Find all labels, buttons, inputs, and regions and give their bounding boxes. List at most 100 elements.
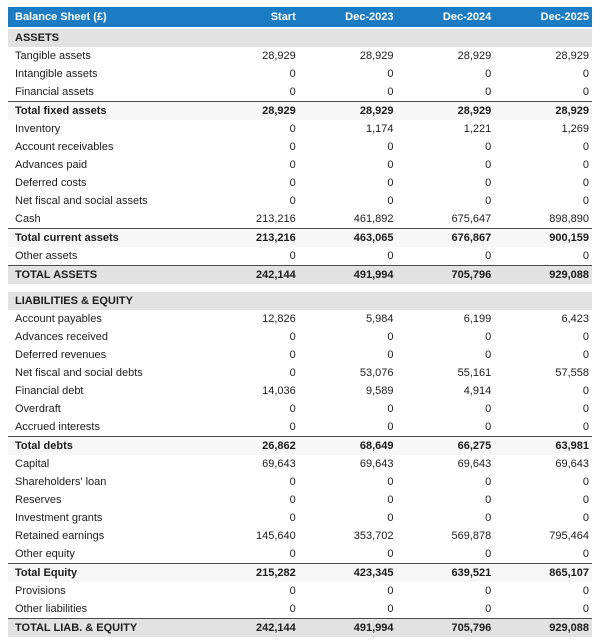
cell-value: 0 bbox=[494, 174, 592, 192]
table-row: Other assets 0 0 0 0 bbox=[8, 247, 592, 266]
row-label: Financial assets bbox=[8, 83, 201, 102]
row-label: Other assets bbox=[8, 247, 201, 266]
row-label: Advances paid bbox=[8, 156, 201, 174]
table-row: Overdraft 0 0 0 0 bbox=[8, 400, 592, 418]
cell-value: 0 bbox=[396, 600, 495, 619]
cell-value: 0 bbox=[396, 509, 495, 527]
cell-value: 57,558 bbox=[494, 364, 592, 382]
row-label: Advances received bbox=[8, 328, 201, 346]
cell-value: 900,159 bbox=[494, 228, 592, 247]
cell-value: 69,643 bbox=[494, 455, 592, 473]
cell-value: 0 bbox=[396, 138, 495, 156]
cell-value: 0 bbox=[201, 120, 299, 138]
cell-value: 28,929 bbox=[298, 47, 397, 65]
row-label: Retained earnings bbox=[8, 527, 201, 545]
row-label: Deferred revenues bbox=[8, 346, 201, 364]
cell-value: 0 bbox=[494, 192, 592, 210]
cell-value: 4,914 bbox=[396, 382, 495, 400]
balance-sheet: Balance Sheet (£) Start Dec-2023 Dec-2024 De… bbox=[8, 7, 592, 637]
section-row: LIABILITIES & EQUITY bbox=[8, 292, 592, 310]
cell-value: 491,994 bbox=[298, 618, 397, 637]
cell-value: 0 bbox=[298, 545, 397, 564]
row-label: Other equity bbox=[8, 545, 201, 564]
cell-value: 0 bbox=[201, 192, 299, 210]
cell-value: 0 bbox=[494, 382, 592, 400]
table-header: Balance Sheet (£) Start Dec-2023 Dec-2024 De… bbox=[8, 7, 592, 29]
row-label: Cash bbox=[8, 210, 201, 229]
cell-value: 1,269 bbox=[494, 120, 592, 138]
cell-value bbox=[201, 28, 299, 47]
subtotal-row: Total fixed assets 28,929 28,929 28,929 28,9… bbox=[8, 101, 592, 120]
row-label: Total debts bbox=[8, 436, 201, 455]
subtotal-row: Total debts 26,862 68,649 66,275 63,981 bbox=[8, 436, 592, 455]
cell-value: 6,199 bbox=[396, 310, 495, 328]
cell-value: 0 bbox=[494, 346, 592, 364]
cell-value: 53,076 bbox=[298, 364, 397, 382]
cell-value: 14,036 bbox=[201, 382, 299, 400]
row-label: TOTAL ASSETS bbox=[8, 265, 201, 284]
cell-value: 898,890 bbox=[494, 210, 592, 229]
cell-value: 929,088 bbox=[494, 618, 592, 637]
cell-value: 0 bbox=[298, 83, 397, 102]
cell-value: 68,649 bbox=[298, 436, 397, 455]
column-header: Dec-2025 bbox=[494, 7, 592, 29]
cell-value: 0 bbox=[201, 346, 299, 364]
cell-value: 28,929 bbox=[494, 47, 592, 65]
table-row: Net fiscal and social assets 0 0 0 0 bbox=[8, 192, 592, 210]
gap-cell bbox=[8, 284, 592, 292]
cell-value: 0 bbox=[396, 328, 495, 346]
cell-value: 0 bbox=[396, 545, 495, 564]
table-row: Cash 213,216 461,892 675,647 898,890 bbox=[8, 210, 592, 229]
cell-value: 569,878 bbox=[396, 527, 495, 545]
cell-value: 0 bbox=[201, 156, 299, 174]
cell-value: 353,702 bbox=[298, 527, 397, 545]
table-row: Advances received 0 0 0 0 bbox=[8, 328, 592, 346]
cell-value: 491,994 bbox=[298, 265, 397, 284]
cell-value: 0 bbox=[201, 418, 299, 437]
cell-value: 676,867 bbox=[396, 228, 495, 247]
cell-value: 0 bbox=[298, 418, 397, 437]
cell-value: 0 bbox=[396, 156, 495, 174]
cell-value: 66,275 bbox=[396, 436, 495, 455]
cell-value: 28,929 bbox=[396, 47, 495, 65]
cell-value: 63,981 bbox=[494, 436, 592, 455]
cell-value: 0 bbox=[396, 346, 495, 364]
cell-value: 0 bbox=[494, 582, 592, 600]
cell-value: 9,589 bbox=[298, 382, 397, 400]
cell-value: 28,929 bbox=[201, 47, 299, 65]
cell-value: 0 bbox=[396, 83, 495, 102]
cell-value: 0 bbox=[201, 491, 299, 509]
row-label: Net fiscal and social assets bbox=[8, 192, 201, 210]
cell-value: 0 bbox=[201, 545, 299, 564]
grand-total-row: TOTAL ASSETS 242,144 491,994 705,796 929,088 bbox=[8, 265, 592, 284]
cell-value: 0 bbox=[494, 473, 592, 491]
cell-value: 0 bbox=[396, 400, 495, 418]
table-row: Account payables 12,826 5,984 6,199 6,423 bbox=[8, 310, 592, 328]
cell-value: 0 bbox=[396, 174, 495, 192]
cell-value: 0 bbox=[298, 400, 397, 418]
cell-value: 0 bbox=[298, 491, 397, 509]
cell-value: 0 bbox=[494, 491, 592, 509]
subtotal-row: Total current assets 213,216 463,065 676,86… bbox=[8, 228, 592, 247]
row-label: LIABILITIES & EQUITY bbox=[8, 292, 201, 310]
balance-sheet-table: Balance Sheet (£) Start Dec-2023 Dec-2024 De… bbox=[8, 7, 592, 637]
table-title: Balance Sheet (£) bbox=[8, 7, 201, 29]
cell-value: 28,929 bbox=[298, 101, 397, 120]
table-row: Deferred costs 0 0 0 0 bbox=[8, 174, 592, 192]
cell-value: 0 bbox=[494, 600, 592, 619]
table-row: Other liabilities 0 0 0 0 bbox=[8, 600, 592, 619]
cell-value: 0 bbox=[201, 473, 299, 491]
table-row: Other equity 0 0 0 0 bbox=[8, 545, 592, 564]
cell-value: 215,282 bbox=[201, 563, 299, 582]
cell-value: 0 bbox=[494, 418, 592, 437]
cell-value: 0 bbox=[396, 192, 495, 210]
cell-value: 0 bbox=[201, 364, 299, 382]
cell-value: 0 bbox=[494, 83, 592, 102]
cell-value: 0 bbox=[298, 473, 397, 491]
cell-value: 0 bbox=[298, 138, 397, 156]
cell-value bbox=[494, 292, 592, 310]
cell-value: 0 bbox=[298, 509, 397, 527]
table-row: Retained earnings 145,640 353,702 569,878 79… bbox=[8, 527, 592, 545]
table-row: Advances paid 0 0 0 0 bbox=[8, 156, 592, 174]
cell-value bbox=[201, 292, 299, 310]
